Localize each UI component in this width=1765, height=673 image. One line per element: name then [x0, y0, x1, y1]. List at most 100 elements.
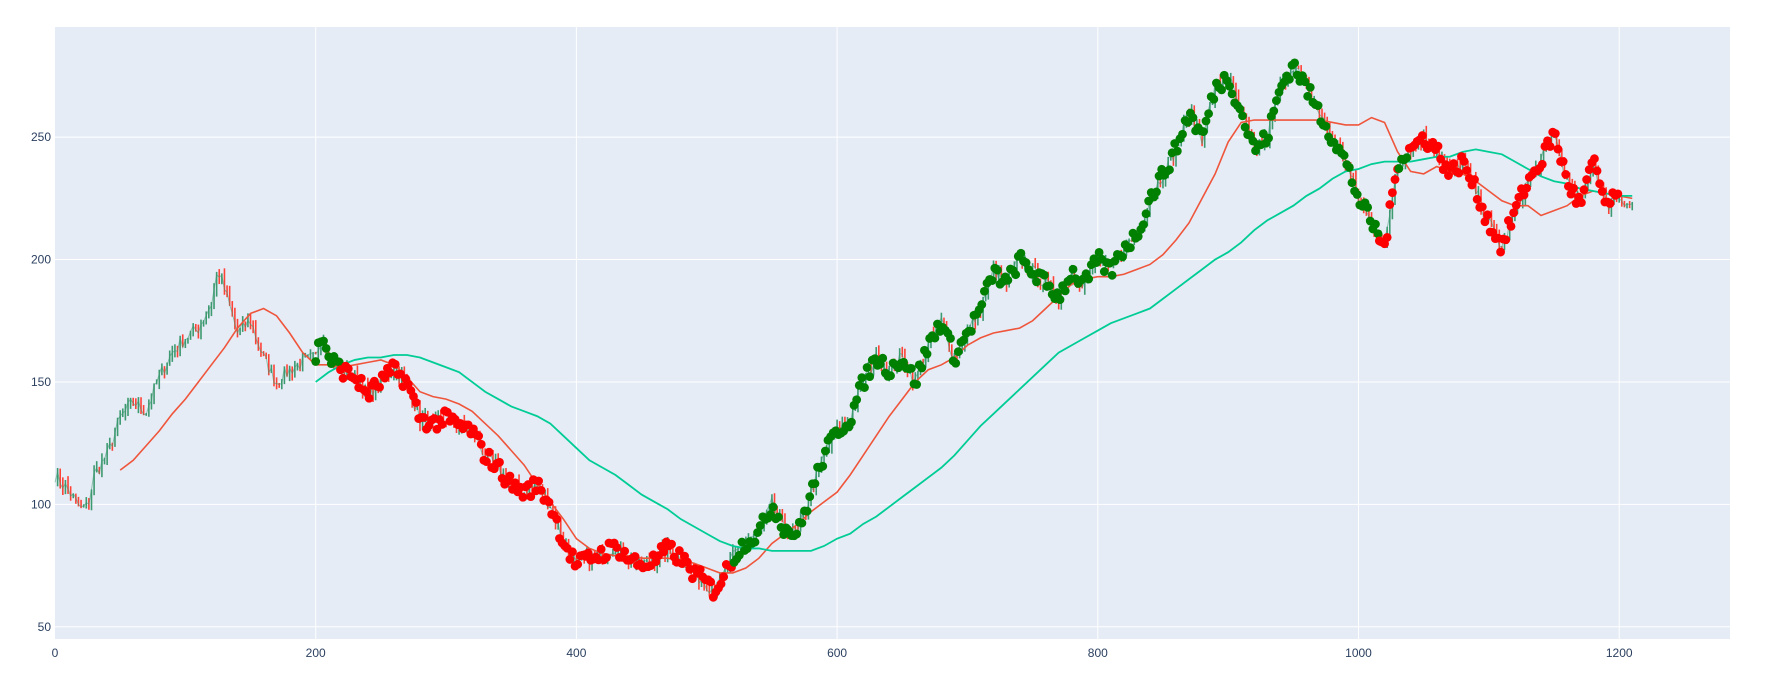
signal-marker-buy: [878, 353, 888, 363]
signal-marker-sell: [719, 572, 729, 582]
signal-marker-sell: [1472, 194, 1482, 204]
x-tick-label: 200: [306, 646, 326, 660]
signal-marker-buy: [774, 512, 783, 522]
signal-marker-sell: [1480, 217, 1490, 227]
signal-marker-sell: [1590, 154, 1599, 164]
signal-marker-sell: [667, 539, 676, 549]
signal-marker-sell: [583, 548, 593, 558]
signal-marker-buy: [1225, 81, 1234, 91]
x-tick-label: 1000: [1345, 646, 1372, 660]
signal-marker-buy: [852, 395, 862, 405]
signal-marker-buy: [922, 349, 932, 359]
signal-marker-buy: [870, 354, 880, 364]
signal-marker-sell: [682, 557, 692, 567]
signal-marker-buy: [1055, 295, 1065, 304]
y-tick-label: 50: [38, 620, 52, 634]
signal-marker-buy: [1209, 94, 1219, 104]
signal-marker-sell: [476, 439, 486, 449]
signal-marker-sell: [1459, 156, 1469, 166]
signal-marker-buy: [768, 502, 778, 512]
x-tick-label: 800: [1088, 646, 1108, 660]
signal-marker-sell: [1496, 247, 1505, 257]
signal-marker-sell: [695, 565, 705, 574]
signal-marker-buy: [1188, 113, 1198, 123]
x-tick-label: 600: [827, 646, 847, 660]
signal-marker-buy: [1045, 281, 1054, 291]
signal-marker-buy: [912, 380, 922, 389]
signal-marker-buy: [1099, 267, 1109, 276]
signal-marker-sell: [1545, 142, 1555, 151]
signal-marker-buy: [820, 446, 830, 456]
signal-marker-sell: [1382, 233, 1392, 242]
signal-marker-sell: [1613, 189, 1623, 199]
signal-marker-buy: [865, 372, 875, 381]
signal-marker-buy: [1344, 163, 1354, 172]
signal-marker-buy: [797, 518, 807, 528]
signal-marker-buy: [953, 347, 963, 357]
gridlines: [55, 27, 1730, 639]
x-tick-label: 1200: [1606, 646, 1633, 660]
signal-marker-sell: [419, 413, 429, 422]
signal-marker-sell: [482, 457, 491, 466]
signal-marker-sell: [1537, 159, 1547, 169]
signal-marker-sell: [568, 547, 577, 557]
signal-marker-sell: [1483, 210, 1492, 220]
signal-marker-buy: [1300, 77, 1310, 87]
signal-marker-sell: [1577, 198, 1586, 208]
signal-marker-buy: [1352, 190, 1362, 199]
signal-marker-buy: [1285, 74, 1294, 84]
signal-marker-buy: [1363, 202, 1373, 212]
signal-marker-sell: [1387, 188, 1397, 198]
ma-short-line: [119, 116, 1633, 574]
signal-marker-buy: [860, 383, 869, 392]
signal-marker-buy: [946, 334, 955, 343]
signal-marker-buy: [1178, 129, 1187, 139]
signal-marker-buy: [1217, 85, 1227, 95]
signal-marker-buy: [802, 506, 812, 516]
signal-marker-sell: [1553, 144, 1563, 154]
signal-marker-buy: [1032, 277, 1041, 287]
signal-marker-buy: [311, 357, 321, 366]
signal-marker-sell: [1449, 159, 1459, 168]
signal-marker-sell: [518, 492, 528, 502]
signal-marker-buy: [1347, 178, 1357, 188]
signal-marker-sell: [534, 476, 543, 486]
signal-marker-sell: [1390, 175, 1400, 184]
signal-marker-sell: [390, 359, 400, 369]
signal-marker-sell: [474, 431, 484, 441]
y-tick-label: 200: [31, 253, 51, 267]
signal-marker-sell: [601, 553, 611, 562]
signal-marker-buy: [930, 333, 940, 343]
signal-marker-sell: [437, 420, 447, 429]
signal-marker-sell: [1550, 129, 1560, 138]
y-tick-label: 150: [31, 375, 51, 389]
signal-marker-buy: [886, 371, 895, 381]
signal-marker-buy: [1016, 248, 1026, 258]
signal-marker-buy: [753, 528, 762, 537]
signal-marker-sell: [536, 485, 546, 495]
signal-marker-sell: [338, 373, 348, 383]
signal-markers: [311, 58, 1623, 602]
signal-marker-buy: [1303, 91, 1313, 101]
signal-marker-sell: [544, 497, 554, 507]
signal-marker-buy: [1003, 275, 1013, 285]
signal-marker-buy: [1052, 288, 1062, 298]
signal-marker-buy: [1264, 133, 1273, 143]
signal-marker-sell: [411, 398, 421, 407]
signal-marker-sell: [1433, 141, 1443, 151]
signal-marker-buy: [1125, 243, 1135, 253]
signal-marker-buy: [755, 521, 765, 530]
signal-marker-sell: [1519, 190, 1529, 200]
signal-marker-sell: [356, 373, 366, 383]
signal-marker-buy: [1339, 150, 1349, 160]
signal-marker-buy: [1313, 101, 1323, 110]
signal-marker-sell: [1597, 187, 1607, 196]
signal-marker-sell: [565, 555, 575, 564]
axes: 0 200 400 600 800 1000 1200 50 100 150 200 250: [31, 130, 1633, 660]
signal-marker-sell: [343, 364, 353, 374]
signal-marker-buy: [1198, 127, 1208, 137]
signal-marker-buy: [1068, 264, 1078, 274]
signal-marker-buy: [1011, 270, 1021, 280]
signal-marker-sell: [1605, 199, 1615, 208]
